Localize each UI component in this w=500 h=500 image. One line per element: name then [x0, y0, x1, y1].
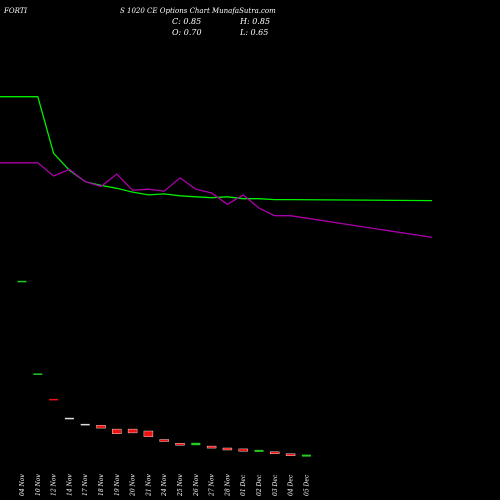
- x-tick-label: 10 Nov: [35, 474, 42, 496]
- x-axis-ticks: 04 Nov 10 Nov 12 Nov 14 Nov 17 Nov 18 Nov 19 N…: [19, 474, 310, 497]
- candle-7: [112, 428, 122, 435]
- candle-12: [191, 442, 201, 446]
- candle-16: [254, 449, 264, 452]
- x-tick-label: 02 Dec: [256, 474, 263, 496]
- x-tick-label: 19 Nov: [114, 474, 121, 496]
- candle-13: [206, 445, 217, 449]
- candle-2: [33, 373, 43, 375]
- low-readout: L: 0.65: [239, 28, 268, 37]
- x-tick-label: 04 Dec: [288, 474, 295, 496]
- x-tick-label: 25 Nov: [177, 474, 184, 497]
- x-tick-label: 18 Nov: [98, 474, 105, 496]
- candle-15: [238, 448, 248, 452]
- x-tick-label: 04 Nov: [19, 474, 26, 496]
- candle-9: [143, 430, 154, 437]
- x-tick-label: 27 Nov: [209, 474, 216, 497]
- candle-18: [285, 453, 296, 456]
- candle-4: [64, 417, 74, 420]
- indicator-line-1: [0, 96, 433, 202]
- candle-8: [127, 428, 138, 434]
- x-tick-label: 24 Nov: [161, 474, 168, 497]
- x-tick-label: 26 Nov: [193, 474, 200, 497]
- x-tick-label: 14 Nov: [66, 474, 73, 496]
- close-readout: C: 0.85: [172, 17, 201, 26]
- candle-14: [222, 447, 233, 451]
- candle-5: [80, 423, 90, 426]
- x-tick-label: 17 Nov: [82, 474, 89, 496]
- candle-3: [49, 398, 59, 401]
- x-tick-label: 03 Dec: [272, 474, 279, 496]
- candle-1: [17, 280, 27, 283]
- x-tick-label: 01 Dec: [240, 474, 247, 496]
- chart-symbol: FORTI: [3, 7, 27, 15]
- x-tick-label: 28 Nov: [224, 474, 231, 497]
- x-tick-label: 05 Dec: [303, 474, 310, 496]
- candle-19: [301, 454, 311, 457]
- candles: [17, 280, 311, 457]
- high-readout: H: 0.85: [239, 17, 270, 26]
- candle-6: [96, 425, 106, 429]
- chart-title: S 1020 CE Options Chart MunafaSutra.com: [120, 7, 276, 15]
- open-readout: O: 0.70: [172, 28, 202, 37]
- indicator-lines: [0, 96, 433, 239]
- candle-10: [159, 439, 169, 442]
- x-tick-label: 21 Nov: [145, 474, 152, 497]
- x-tick-label: 20 Nov: [130, 474, 137, 497]
- candle-11: [175, 443, 185, 446]
- x-tick-label: 12 Nov: [51, 474, 58, 496]
- indicator-line-2: [0, 162, 433, 239]
- candle-17: [270, 451, 280, 454]
